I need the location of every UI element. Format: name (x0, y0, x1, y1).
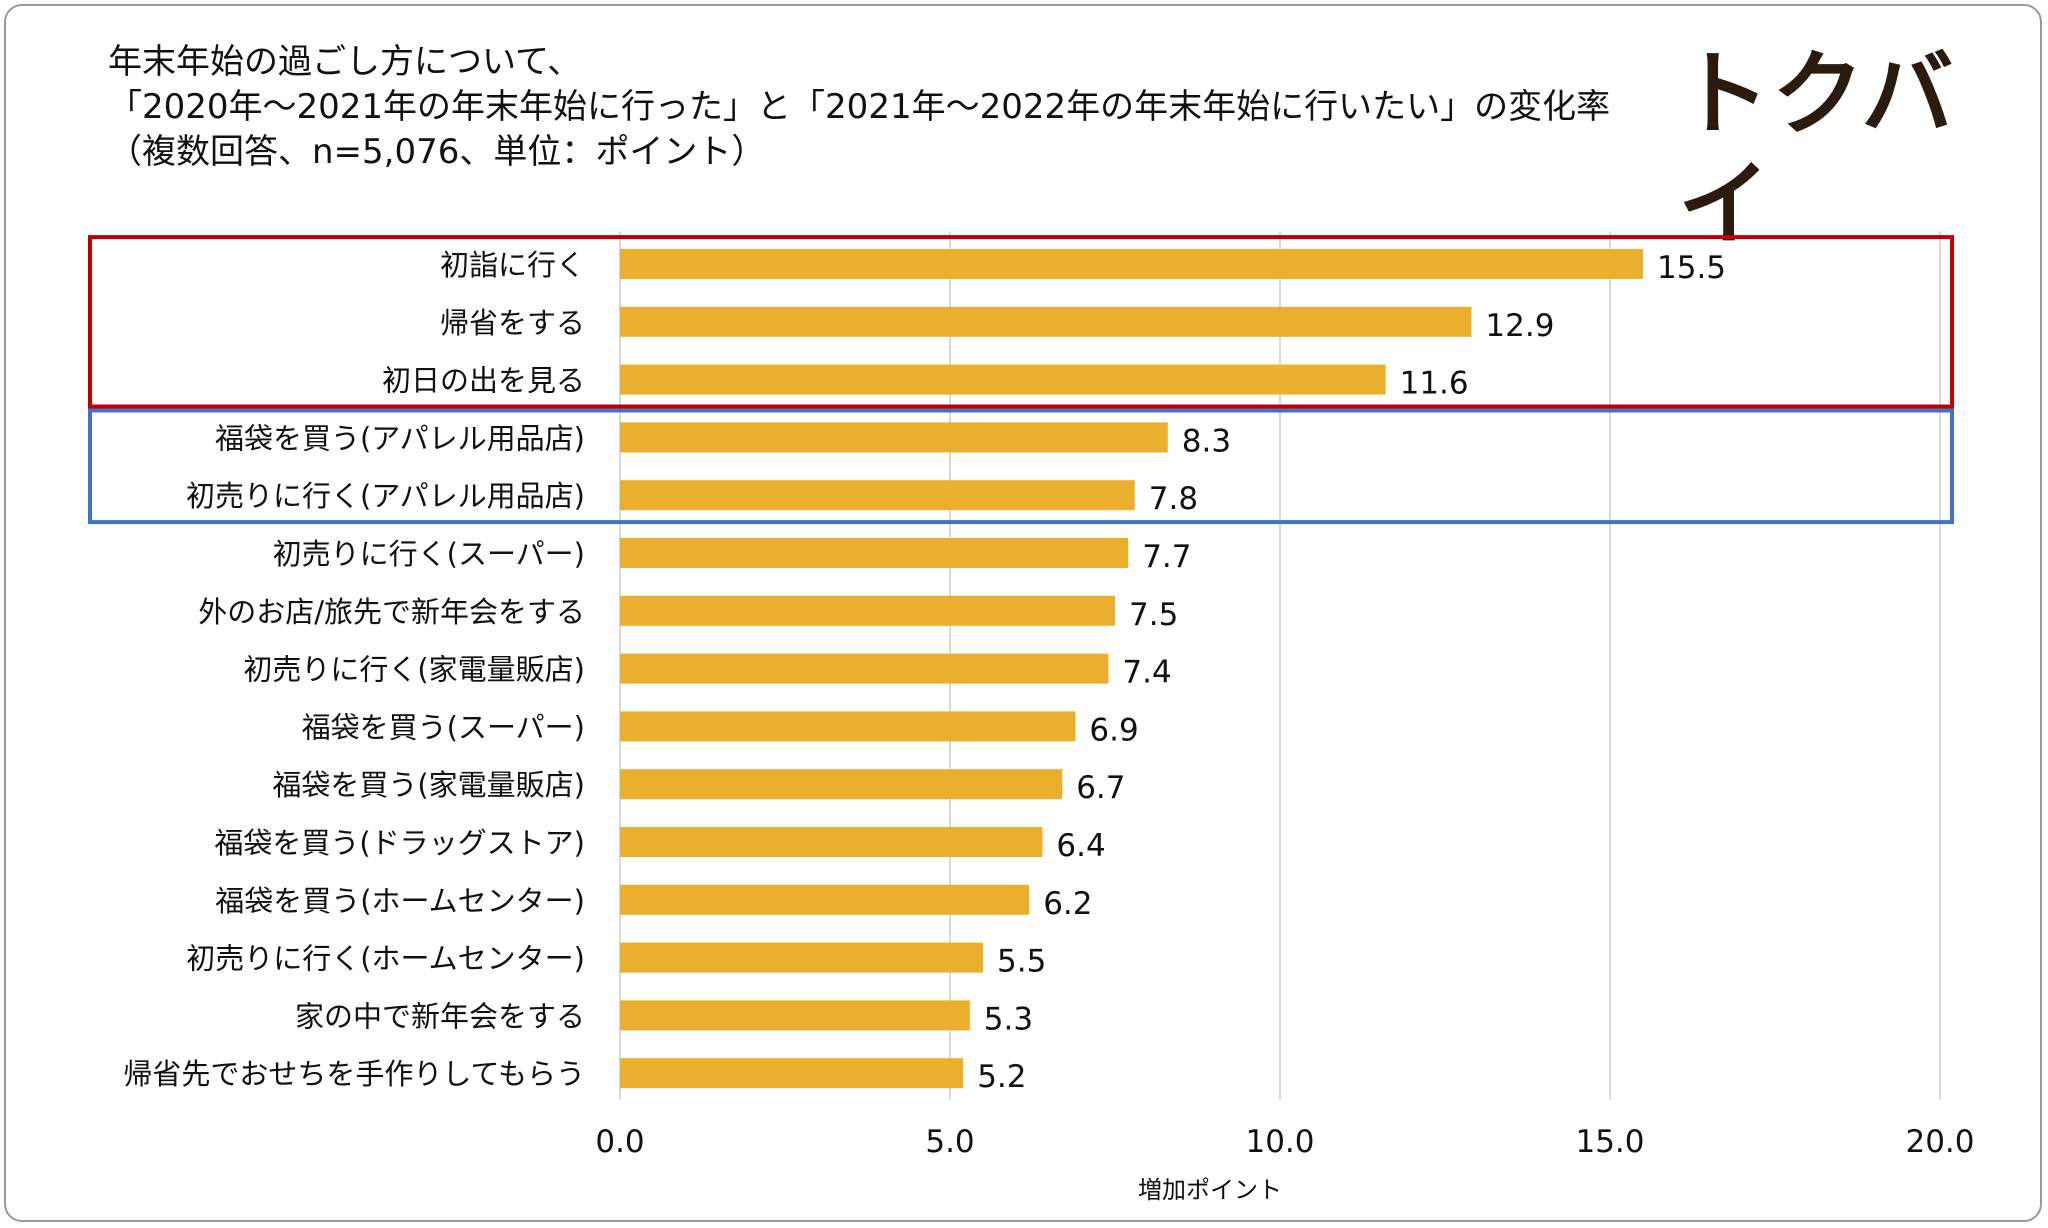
value-label: 12.9 (1485, 308, 1554, 344)
bar (620, 364, 1386, 395)
x-tick-label: 5.0 (925, 1124, 974, 1160)
x-tick-label: 0.0 (595, 1124, 644, 1160)
tokubai-logo: トクバイ (1678, 41, 1956, 258)
title-line-2: 「2020年～2021年の年末年始に行った」と「2021年～2022年の年末年始… (108, 87, 1611, 127)
category-label: 初売りに行く(家電量販店) (243, 653, 585, 687)
value-label: 5.5 (997, 944, 1046, 980)
bar (620, 1058, 964, 1089)
title-line-1: 年末年始の過ごし方について、 (108, 42, 582, 82)
value-label: 7.8 (1149, 481, 1198, 517)
value-label: 5.3 (984, 1001, 1033, 1037)
value-label: 8.3 (1182, 423, 1231, 459)
red-highlight-box (88, 235, 1954, 409)
category-label: 初売りに行く(スーパー) (273, 537, 585, 571)
bar (620, 595, 1115, 626)
bar (620, 1000, 970, 1031)
bar (620, 538, 1129, 568)
category-label: 初詣に行く (440, 248, 585, 282)
bar (620, 769, 1063, 800)
x-tick-label: 15.0 (1575, 1124, 1644, 1160)
chart-title: 年末年始の過ごし方について、 「2020年～2021年の年末年始に行った」と「2… (108, 40, 1688, 175)
value-label: 6.4 (1056, 828, 1105, 864)
x-axis-title: 増加ポイント (1138, 1176, 1282, 1204)
category-label: 初売りに行く(ホームセンター) (186, 942, 585, 976)
category-label: 初売りに行く(アパレル用品店) (186, 479, 585, 513)
category-label: 福袋を買う(家電量販店) (272, 768, 585, 802)
value-label: 6.2 (1043, 886, 1092, 922)
bar (620, 422, 1168, 453)
value-label: 11.6 (1400, 366, 1469, 402)
value-label: 7.5 (1129, 597, 1178, 633)
category-label: 福袋を買う(ドラッグストア) (214, 826, 585, 860)
category-label: 初日の出を見る (382, 364, 585, 398)
x-tick-label: 10.0 (1245, 1124, 1314, 1160)
bar (620, 942, 983, 973)
bar (620, 480, 1135, 511)
bar (620, 653, 1109, 684)
value-label: 7.7 (1142, 539, 1191, 575)
category-label: 福袋を買う(アパレル用品店) (215, 421, 585, 455)
x-tick-label: 20.0 (1905, 1124, 1974, 1160)
bar (620, 827, 1043, 857)
category-label: 福袋を買う(スーパー) (302, 710, 585, 744)
bar (620, 306, 1472, 337)
category-label: 帰省先でおせちを手作りしてもらう (123, 1057, 585, 1091)
category-label: 帰省をする (440, 306, 585, 340)
value-label: 6.9 (1089, 712, 1138, 748)
bar (620, 249, 1643, 279)
value-label: 7.4 (1122, 655, 1171, 691)
category-label: 外のお店/旅先で新年会をする (198, 595, 585, 629)
blue-highlight-box (88, 408, 1954, 525)
bar (620, 884, 1030, 915)
title-line-3: （複数回答、n=5,076、単位：ポイント） (108, 132, 766, 172)
value-label: 6.7 (1076, 770, 1125, 806)
value-label: 5.2 (977, 1059, 1026, 1095)
category-label: 家の中で新年会をする (295, 999, 585, 1033)
value-label: 15.5 (1657, 250, 1726, 286)
category-label: 福袋を買う(ホームセンター) (215, 884, 585, 918)
bar (620, 711, 1076, 742)
